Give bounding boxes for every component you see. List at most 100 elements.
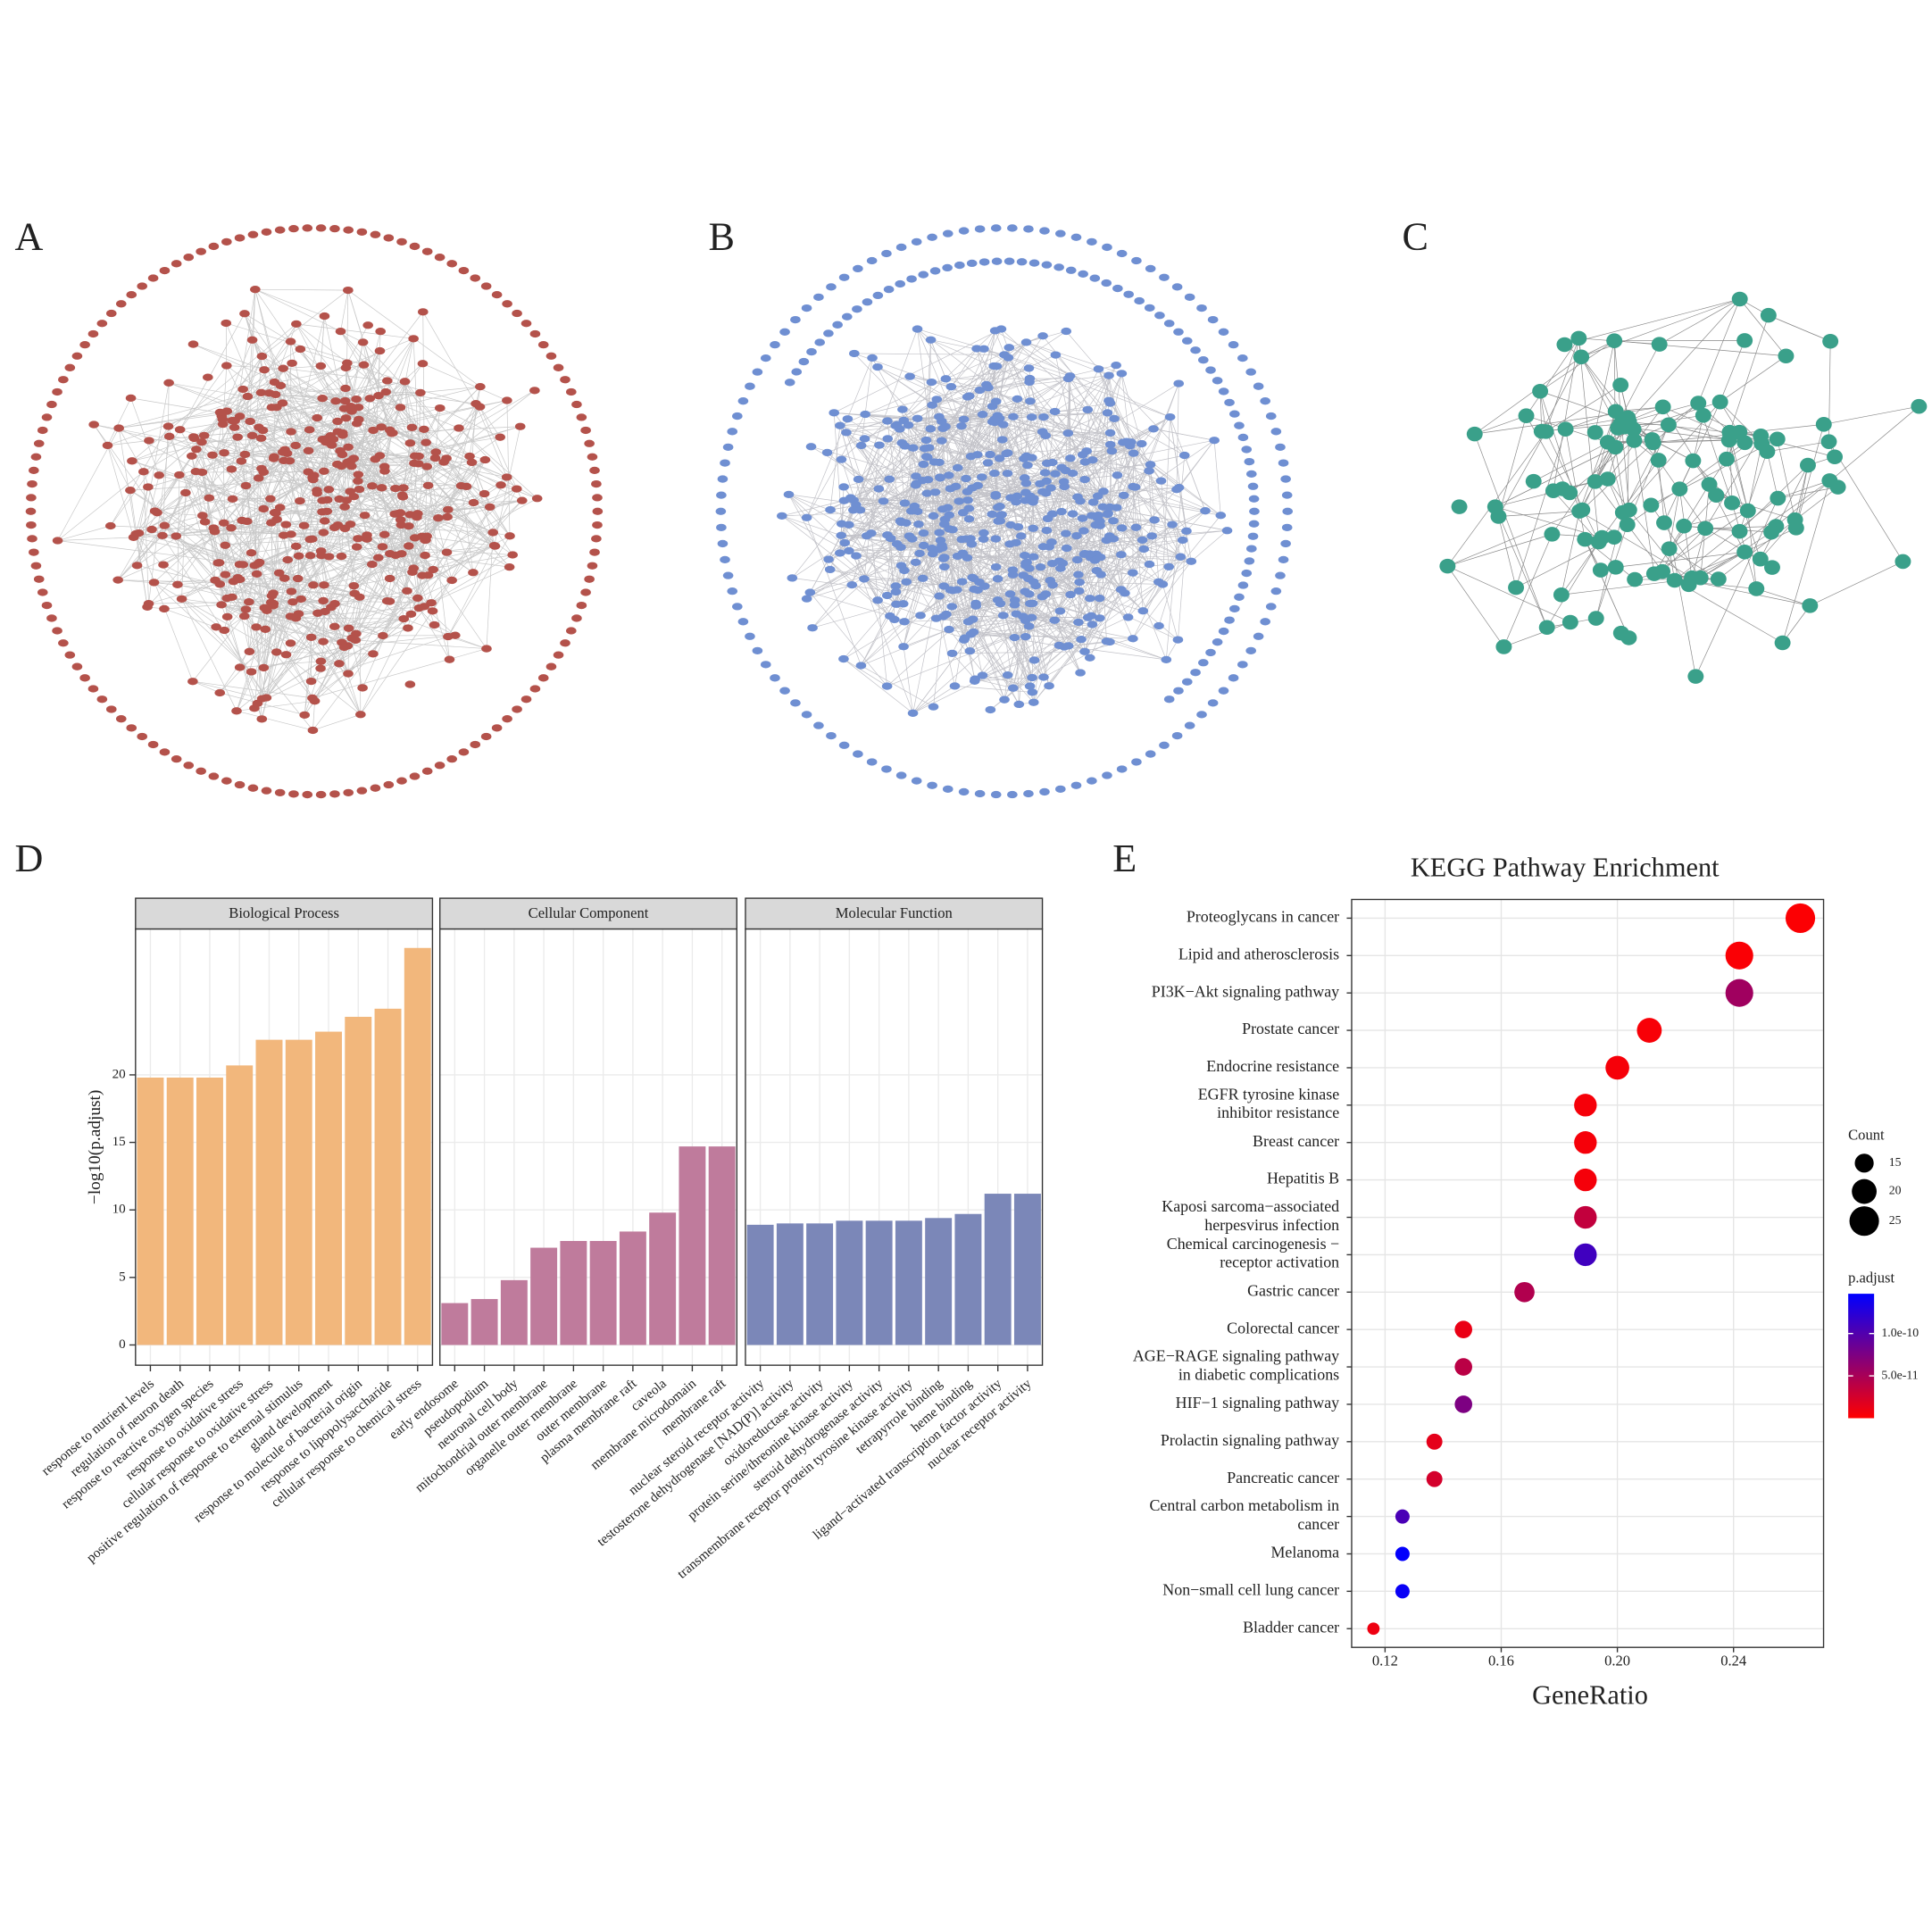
legend-label: 15 (1889, 1155, 1902, 1169)
network-node (935, 473, 945, 481)
network-edge (299, 500, 368, 540)
network-node (1037, 428, 1048, 436)
network-edge (1674, 497, 1778, 581)
network-node (346, 462, 357, 471)
network-node (991, 257, 1003, 265)
network-edge (236, 602, 272, 712)
network-edge (1545, 337, 1579, 432)
network-edge (214, 477, 313, 532)
network-node (1270, 587, 1282, 595)
network-edge (347, 601, 390, 674)
network-edge (1498, 415, 1527, 517)
network-edge (1474, 415, 1527, 435)
network-node (422, 571, 434, 579)
network-edge (810, 565, 902, 593)
network-node (926, 378, 937, 387)
network-edge (404, 381, 428, 467)
network-node (247, 784, 259, 792)
network-node (995, 503, 1005, 511)
network-node (1067, 469, 1078, 478)
network-node (1045, 576, 1056, 585)
network-node (329, 622, 340, 630)
network-edge (962, 544, 1011, 554)
network-node (197, 512, 208, 520)
network-node (872, 596, 883, 604)
network-node (1023, 789, 1034, 798)
network-node (240, 605, 252, 613)
network-node (64, 651, 76, 659)
network-edge (970, 634, 1015, 638)
network-edge (313, 445, 332, 476)
y-tick-label: Gastric cancer (1247, 1281, 1339, 1299)
network-edge (439, 407, 501, 437)
network-node (237, 561, 249, 569)
network-node (454, 424, 464, 432)
bar (374, 1008, 402, 1345)
network-edge (346, 367, 382, 488)
network-edge (296, 323, 337, 402)
network-edge (279, 572, 335, 628)
network-node (969, 677, 980, 685)
network-node (813, 293, 824, 301)
bar (589, 1240, 617, 1345)
network-edge (239, 611, 326, 668)
network-node (913, 520, 924, 529)
network-edge (1756, 588, 1811, 606)
network-edge (328, 454, 343, 490)
network-node (246, 336, 258, 344)
network-node (221, 777, 232, 785)
network-node (1736, 435, 1753, 451)
network-edge (422, 312, 425, 429)
network-edge (1679, 488, 1693, 579)
network-node (866, 256, 878, 265)
network-node (231, 707, 242, 715)
network-node (319, 517, 330, 525)
network-edge (1541, 423, 1621, 432)
y-tick-label: 20 (112, 1066, 127, 1081)
network-node (1607, 560, 1624, 575)
network-node (236, 457, 247, 465)
network-node (1599, 435, 1616, 450)
panel-border (439, 928, 737, 1366)
network-edge (983, 348, 1170, 418)
network-edge (1103, 487, 1179, 492)
network-node (1181, 337, 1193, 345)
network-node (1736, 333, 1753, 348)
network-edge (904, 570, 940, 596)
network-edge (389, 553, 433, 612)
network-node (821, 448, 833, 457)
network-node (115, 715, 127, 723)
network-edge (975, 679, 1013, 689)
network-edge (244, 289, 256, 455)
network-node (1234, 593, 1245, 601)
network-edge (948, 629, 1005, 700)
network-edge (1092, 459, 1150, 471)
network-node (806, 347, 817, 356)
network-node (171, 755, 182, 763)
network-edge (1149, 524, 1173, 565)
network-edge (291, 555, 342, 592)
network-edge (258, 427, 310, 430)
network-edge (870, 533, 887, 687)
network-edge (912, 686, 955, 714)
network-node (1671, 481, 1688, 496)
network-node (265, 495, 276, 503)
network-node (312, 609, 323, 617)
network-node (251, 623, 262, 631)
network-edge (1098, 369, 1184, 541)
network-node (1116, 370, 1128, 378)
network-node (319, 312, 330, 321)
network-edge (999, 418, 1111, 446)
network-node (1607, 404, 1624, 420)
network-edge (861, 445, 945, 520)
network-edge (1052, 383, 1179, 463)
network-node (321, 495, 333, 504)
network-edge (351, 338, 414, 412)
network-node (1275, 443, 1286, 451)
network-node (790, 315, 801, 324)
network-node (1042, 514, 1053, 523)
network-edge (1782, 605, 1811, 644)
network-edge (192, 559, 288, 682)
network-edge (446, 458, 513, 555)
network-edge (1668, 424, 1729, 441)
